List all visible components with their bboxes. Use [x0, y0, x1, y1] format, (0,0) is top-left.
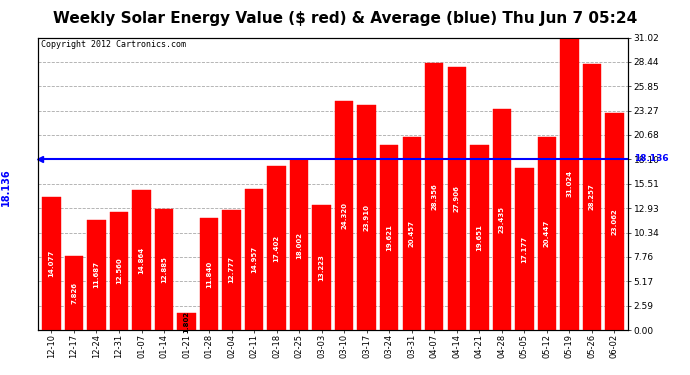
- Bar: [245, 189, 264, 330]
- Text: 18.136: 18.136: [1, 169, 10, 206]
- Bar: [560, 38, 579, 330]
- Text: 18.002: 18.002: [296, 232, 302, 259]
- Bar: [425, 63, 444, 330]
- Text: 28.257: 28.257: [589, 183, 595, 210]
- Bar: [155, 209, 173, 330]
- Bar: [357, 105, 376, 330]
- Text: Weekly Solar Energy Value ($ red) & Average (blue) Thu Jun 7 05:24: Weekly Solar Energy Value ($ red) & Aver…: [53, 11, 637, 26]
- Bar: [380, 145, 398, 330]
- Text: 23.910: 23.910: [364, 204, 370, 231]
- Bar: [200, 218, 218, 330]
- Bar: [222, 210, 241, 330]
- Text: 7.826: 7.826: [71, 282, 77, 304]
- Text: 13.223: 13.223: [319, 254, 325, 281]
- Text: 14.957: 14.957: [251, 246, 257, 273]
- Bar: [335, 100, 353, 330]
- Text: 1.802: 1.802: [184, 310, 190, 333]
- Bar: [65, 256, 83, 330]
- Text: 19.621: 19.621: [386, 224, 392, 251]
- Bar: [177, 313, 196, 330]
- Text: 24.320: 24.320: [341, 202, 347, 229]
- Bar: [313, 206, 331, 330]
- Text: 14.077: 14.077: [48, 250, 55, 277]
- Bar: [87, 220, 106, 330]
- Bar: [493, 109, 511, 330]
- Text: 23.062: 23.062: [611, 208, 618, 235]
- Text: 31.024: 31.024: [566, 170, 573, 197]
- Text: 14.864: 14.864: [139, 246, 144, 273]
- Text: 19.651: 19.651: [476, 224, 482, 251]
- Text: 12.560: 12.560: [116, 257, 122, 284]
- Bar: [515, 168, 533, 330]
- Text: 17.402: 17.402: [274, 234, 279, 261]
- Text: 20.457: 20.457: [408, 220, 415, 247]
- Bar: [42, 197, 61, 330]
- Text: 17.177: 17.177: [522, 236, 527, 262]
- Bar: [132, 190, 150, 330]
- Text: 23.435: 23.435: [499, 206, 505, 233]
- Bar: [605, 112, 624, 330]
- Text: 18.136: 18.136: [634, 154, 669, 164]
- Bar: [582, 63, 601, 330]
- Text: 27.906: 27.906: [454, 185, 460, 212]
- Bar: [268, 166, 286, 330]
- Text: Copyright 2012 Cartronics.com: Copyright 2012 Cartronics.com: [41, 40, 186, 50]
- Text: 20.447: 20.447: [544, 220, 550, 247]
- Text: 11.687: 11.687: [93, 261, 99, 288]
- Text: 12.777: 12.777: [228, 256, 235, 283]
- Bar: [448, 67, 466, 330]
- Bar: [290, 160, 308, 330]
- Bar: [470, 145, 489, 330]
- Text: 11.840: 11.840: [206, 261, 212, 288]
- Bar: [110, 211, 128, 330]
- Bar: [402, 137, 421, 330]
- Text: 28.356: 28.356: [431, 183, 437, 210]
- Text: 12.885: 12.885: [161, 256, 167, 283]
- Bar: [538, 137, 556, 330]
